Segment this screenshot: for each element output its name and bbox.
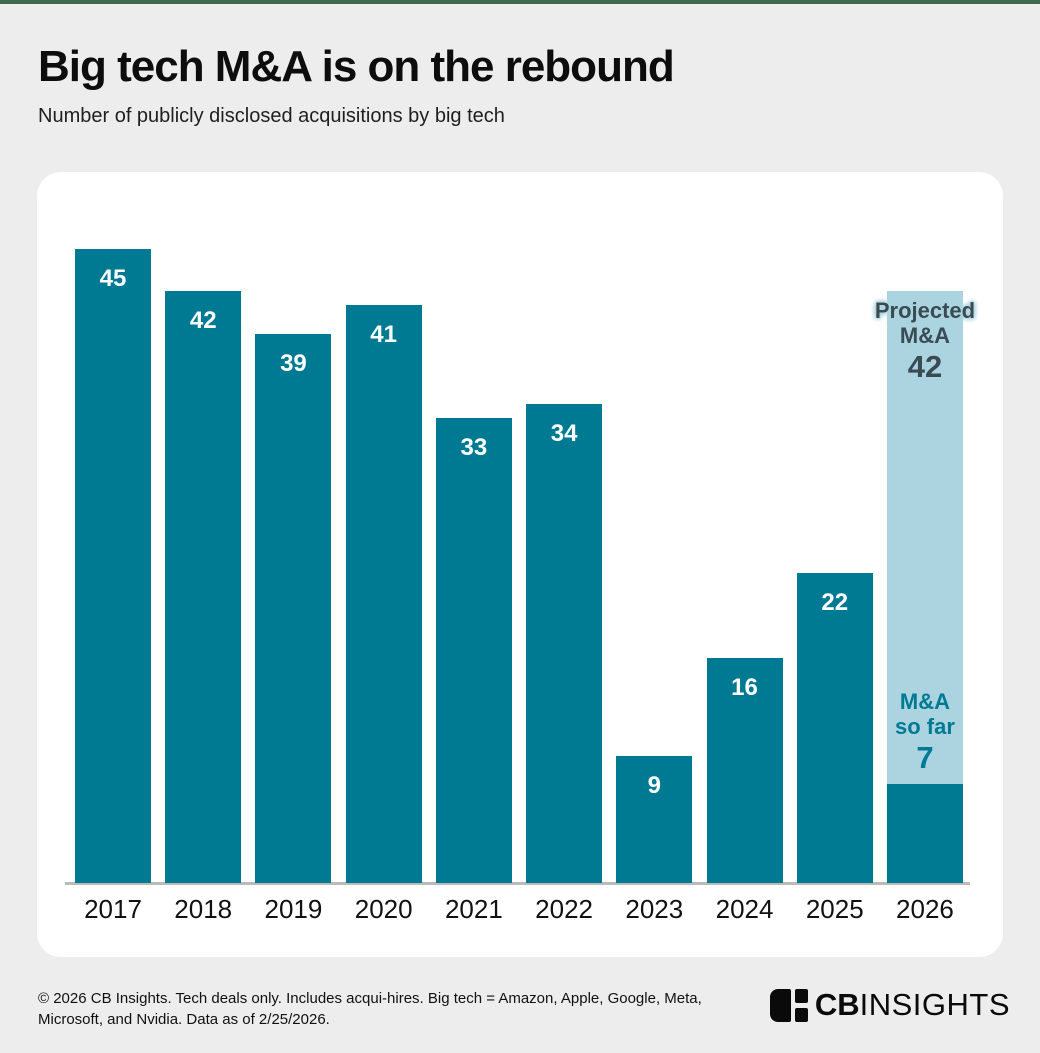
bar-group-2022: 34 2022 [526, 403, 603, 924]
projected-value: 42 [907, 349, 943, 385]
brand-top-strip [0, 0, 1040, 4]
chart-card: 45 2017 42 2018 39 2019 41 2020 33 2021 34 2022 9 202… [37, 172, 1003, 957]
actual-bar-2026 [886, 784, 963, 883]
x-axis-line [65, 882, 970, 885]
bar-group-2024: 16 2024 [706, 657, 783, 924]
x-axis-label-2020: 2020 [354, 894, 413, 924]
bar-2023: 9 [616, 756, 693, 883]
bar-2017: 45 [75, 249, 151, 883]
logo-text-bold: CB [814, 987, 860, 1022]
bar-value-label: 22 [821, 589, 849, 617]
bar-group-2021: 33 2021 [435, 418, 512, 924]
logo-mark-bottom-right-block [794, 1007, 808, 1022]
bar-2024: 16 [706, 657, 783, 883]
x-axis-label-2025: 2025 [805, 894, 864, 924]
bar-value-label: 39 [280, 349, 307, 377]
bar-value-label: 45 [99, 265, 127, 292]
bar-group-2023: 9 2023 [616, 756, 693, 924]
logo-mark-left-block [769, 988, 791, 1022]
x-axis-label-2024: 2024 [715, 894, 774, 924]
so-far-value: 7 [916, 740, 934, 776]
x-axis-label-2019: 2019 [264, 894, 323, 924]
bar-group-2018: 42 2018 [165, 291, 242, 924]
bar-2025: 22 [796, 573, 873, 883]
cbinsights-logo: CB INSIGHTS [769, 987, 1010, 1023]
footnote: © 2026 CB Insights. Tech deals only. Inc… [38, 990, 702, 1028]
stacked-bar-2026: Projected M&A 42 M&A so far 7 [875, 291, 975, 883]
x-axis-label-2017: 2017 [84, 894, 142, 924]
projected-label: Projected M&A 42 [850, 298, 1000, 384]
bar-group-2019: 39 2019 [255, 333, 332, 924]
bar-value-label: 34 [550, 419, 578, 447]
logo-text-light: INSIGHTS [859, 987, 1010, 1022]
bar-2019: 39 [255, 333, 332, 883]
bar-value-label: 16 [731, 673, 758, 701]
bar-group-2020: 41 2020 [345, 305, 422, 924]
bar-value-label: 33 [460, 434, 488, 462]
so-far-label: M&A so far 7 [850, 689, 1000, 775]
x-axis-label-2022: 2022 [535, 894, 594, 924]
x-axis-label-2026: 2026 [896, 894, 954, 924]
cbinsights-logo-icon [769, 988, 808, 1022]
x-axis-label-2018: 2018 [174, 894, 233, 924]
bar-group-2025: 22 2025 [796, 573, 873, 924]
bar-2018: 42 [165, 291, 242, 883]
bar-value-label: 9 [647, 772, 661, 800]
chart-subtitle: Number of publicly disclosed acquisition… [38, 105, 505, 127]
bar-2022: 34 [526, 403, 603, 883]
chart-title: Big tech M&A is on the rebound [38, 42, 675, 91]
bar-2020: 41 [345, 305, 422, 883]
bar-group-2026: Projected M&A 42 M&A so far 7 2026 [875, 291, 975, 924]
bar-2021: 33 [435, 418, 512, 883]
bar-value-label: 41 [370, 321, 397, 349]
x-axis-label-2023: 2023 [625, 894, 684, 924]
bar-value-label: 42 [189, 307, 217, 335]
x-axis-label-2021: 2021 [444, 894, 503, 924]
bar-chart: 45 2017 42 2018 39 2019 41 2020 33 2021 34 2022 9 202… [75, 249, 975, 924]
logo-mark-top-right-block [794, 988, 808, 1003]
bar-group-2017: 45 2017 [75, 249, 151, 924]
